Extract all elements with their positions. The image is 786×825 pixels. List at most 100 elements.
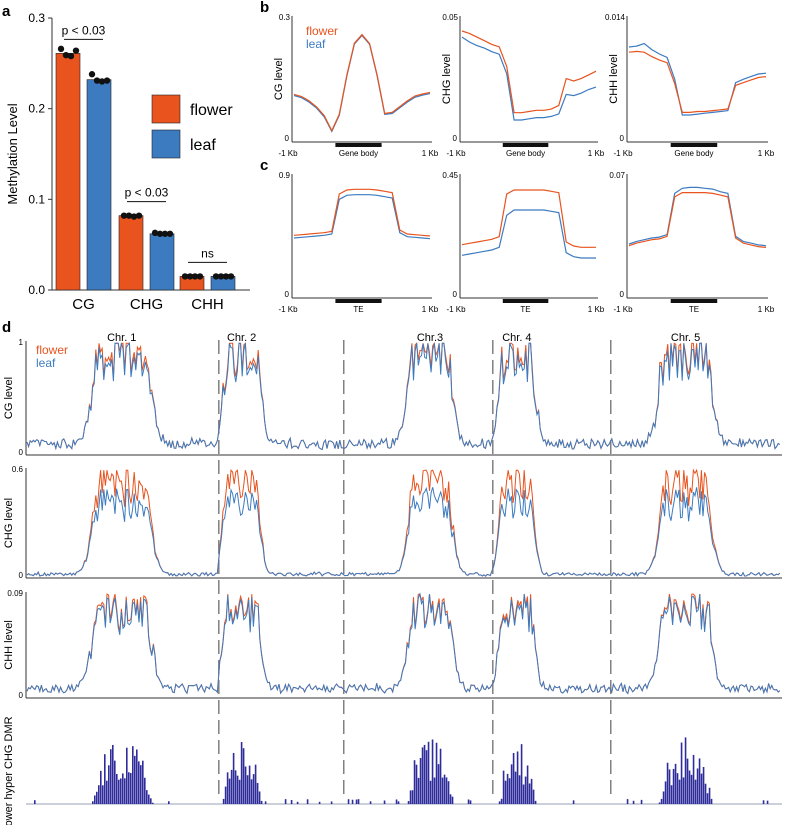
dmr-bar bbox=[397, 801, 400, 804]
replicate-dot bbox=[98, 78, 106, 85]
dmr-bar bbox=[526, 765, 529, 804]
b-y-axis-label: CHG level bbox=[441, 54, 453, 104]
b-legend-flower: flower bbox=[306, 24, 338, 38]
dmr-bar bbox=[696, 768, 699, 804]
dmr-bar bbox=[136, 749, 138, 804]
dmr-bar bbox=[532, 789, 535, 804]
b-y-axis-label: CHH level bbox=[608, 54, 620, 104]
replicate-dot bbox=[217, 273, 225, 280]
dmr-bar bbox=[106, 780, 108, 804]
dmr-bar bbox=[676, 773, 679, 804]
dmr-bar bbox=[318, 801, 321, 804]
a-y-tick-label: 0.2 bbox=[28, 102, 45, 116]
dmr-bar bbox=[690, 774, 693, 804]
dmr-bar bbox=[678, 779, 681, 804]
x-left-label: -1 Kb bbox=[613, 149, 633, 158]
x-mid-label: Gene body bbox=[339, 149, 378, 158]
b-line-flower bbox=[461, 30, 597, 114]
replicate-dot bbox=[93, 77, 101, 84]
dmr-bar bbox=[258, 791, 261, 804]
dmr-bar bbox=[572, 800, 575, 804]
dmr-bar bbox=[662, 791, 665, 804]
dmr-bar bbox=[118, 779, 120, 804]
dmr-bar bbox=[674, 763, 677, 804]
c-line-flower bbox=[628, 192, 767, 248]
y-top-tick-label: 0.9 bbox=[279, 171, 291, 180]
dmr-bar bbox=[688, 770, 691, 804]
dmr-bar bbox=[284, 799, 287, 804]
y-top-tick-label: 0.3 bbox=[279, 13, 291, 22]
dmr-bar bbox=[144, 777, 146, 804]
dmr-bar bbox=[498, 801, 501, 804]
panel-b-gene-body-profiles: b 0.3 0 CG level -1 Kb Gene body 1 Kb 0.05 0 CHG … bbox=[260, 0, 775, 158]
replicate-dot bbox=[166, 230, 174, 237]
dmr-bar bbox=[104, 754, 106, 804]
dmr-bar bbox=[441, 777, 444, 804]
dmr-bar bbox=[130, 773, 132, 804]
dmr-bar bbox=[449, 794, 452, 804]
dmr-bar bbox=[351, 799, 354, 804]
dmr-bar bbox=[506, 773, 509, 804]
replicate-dot bbox=[196, 273, 204, 280]
dmr-bar bbox=[126, 747, 128, 804]
replicate-dot bbox=[57, 45, 65, 53]
x-mid-label: TE bbox=[689, 305, 699, 314]
dmr-bar bbox=[246, 775, 249, 804]
c-feature-bar bbox=[502, 299, 549, 303]
d-line-leaf bbox=[26, 342, 781, 451]
dmr-bar bbox=[92, 801, 94, 804]
panel-label-b: b bbox=[260, 0, 269, 16]
x-left-label: -1 Kb bbox=[613, 305, 633, 314]
dmr-bar bbox=[236, 775, 239, 804]
dmr-bar bbox=[528, 783, 531, 804]
replicate-dot bbox=[135, 212, 143, 219]
panel-c-te-profiles: c 0.9 0 -1 Kb TE 1 Kb 0.45 0 -1 Kb TE 1 Kb 0.07 0 -1 … bbox=[260, 157, 775, 314]
dmr-bar bbox=[417, 777, 420, 804]
d-y-bottom-tick-label: 0 bbox=[19, 691, 24, 700]
dmr-bar bbox=[682, 777, 685, 804]
dmr-bar bbox=[658, 802, 661, 804]
x-mid-label: Gene body bbox=[506, 149, 545, 158]
replicate-dot bbox=[212, 273, 220, 280]
dmr-bar bbox=[132, 746, 134, 804]
b-line-flower bbox=[293, 33, 431, 132]
dmr-bar bbox=[425, 750, 428, 804]
dmr-bar bbox=[96, 791, 98, 804]
dmr-bar bbox=[140, 765, 142, 804]
a-y-tick-label: 0.1 bbox=[28, 192, 45, 206]
dmr-bar bbox=[692, 754, 695, 804]
bar-leaf-CG bbox=[86, 79, 112, 291]
b-feature-bar bbox=[335, 143, 382, 147]
dmr-bar bbox=[439, 748, 442, 804]
dmr-bar bbox=[522, 784, 525, 804]
x-left-label: -1 Kb bbox=[446, 149, 466, 158]
x-right-label: 1 Kb bbox=[758, 305, 775, 314]
dmr-bar bbox=[706, 793, 709, 804]
dmr-bar bbox=[435, 742, 438, 804]
d-line-leaf bbox=[26, 592, 781, 695]
c-line-leaf bbox=[628, 186, 767, 247]
dmr-bar bbox=[142, 760, 144, 804]
x-left-label: -1 Kb bbox=[278, 149, 298, 158]
panel-a-bar-chart: a 0.0 0.1 0.2 0.3 Methylation Level CG p < 0.03… bbox=[2, 3, 250, 313]
significance-label: ns bbox=[201, 246, 214, 260]
replicate-dot bbox=[88, 71, 96, 78]
dmr-bar bbox=[256, 782, 259, 804]
x-right-label: 1 Kb bbox=[588, 149, 605, 158]
c-line-leaf bbox=[293, 194, 431, 240]
dmr-bar bbox=[116, 773, 118, 804]
d-y-top-tick-label: 0.6 bbox=[12, 465, 24, 474]
a-y-tick-label: 0.0 bbox=[28, 283, 45, 297]
legend-swatch-leaf bbox=[151, 129, 181, 159]
dmr-bar bbox=[146, 790, 148, 804]
replicate-dot bbox=[130, 213, 138, 220]
dmr-bar bbox=[148, 794, 150, 804]
legend-swatch-flower bbox=[151, 94, 181, 124]
b-legend-leaf: leaf bbox=[306, 37, 326, 51]
dmr-bar bbox=[240, 742, 243, 804]
dmr-bar bbox=[244, 766, 247, 804]
a-x-tick-label: CG bbox=[72, 296, 95, 313]
dmr-bar bbox=[632, 800, 635, 804]
y-top-tick-label: 0.07 bbox=[609, 171, 625, 180]
